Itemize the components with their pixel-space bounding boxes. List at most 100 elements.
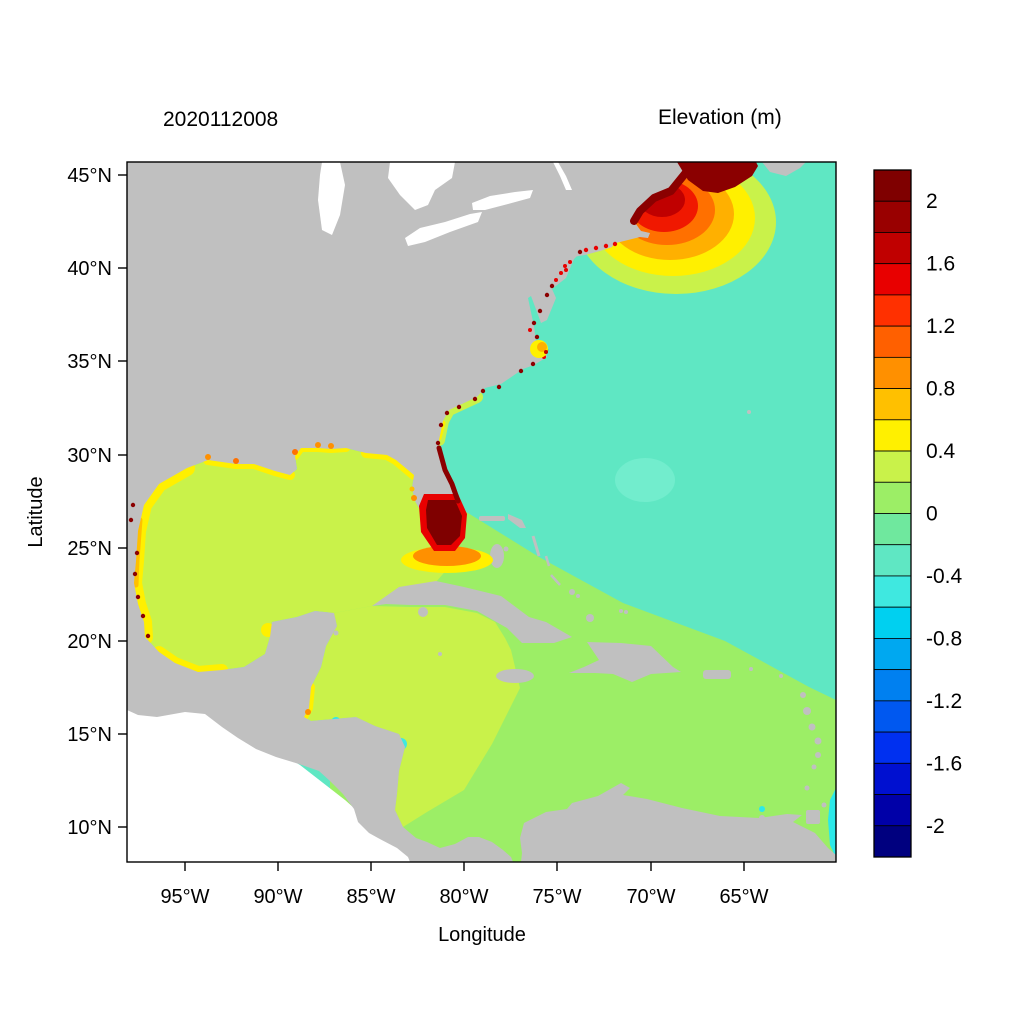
- cayman: [438, 652, 442, 656]
- y-tick: 40°N: [67, 258, 112, 280]
- map-plot: [127, 162, 836, 862]
- cb-tick: 2: [926, 190, 938, 213]
- colorbar-cell: [873, 794, 912, 827]
- colorbar-cell: [873, 200, 912, 233]
- cb-tick: -0.8: [926, 628, 962, 651]
- long-island-ny: [572, 243, 614, 257]
- colorbar: 2 1.6 1.2 0.8 0.4 0 -0.4 -0.8 -1.2 -1.6 …: [873, 169, 963, 858]
- pamlico-sound-spot: [530, 340, 548, 358]
- south-florida-surge: [401, 445, 493, 573]
- colorbar-cell: [873, 419, 912, 452]
- colorbar-cell: [873, 450, 912, 483]
- isle-of-youth: [418, 607, 428, 617]
- margarita: [759, 815, 765, 821]
- hispaniola-island: [569, 642, 681, 682]
- cb-tick: -1.2: [926, 690, 962, 713]
- cb-tick: 0: [926, 503, 938, 526]
- plot-border: [126, 161, 837, 863]
- colorbar-cell: [873, 294, 912, 327]
- st-lucia: [815, 752, 821, 758]
- x-tick: 85°W: [346, 886, 395, 908]
- y-tick: 15°N: [67, 724, 112, 746]
- colorbar-cell: [873, 169, 912, 202]
- maine-coast-surge-strip: [630, 166, 692, 225]
- lake-champlain: [553, 162, 572, 190]
- colorbar-cell: [873, 638, 912, 671]
- x-tick: 65°W: [719, 886, 768, 908]
- y-tick: 25°N: [67, 538, 112, 560]
- y-axis-title: Latitude: [25, 476, 47, 547]
- x-tick: 90°W: [253, 886, 302, 908]
- cb-tick: 1.2: [926, 315, 955, 338]
- figure-title-datetime: 2020112008: [163, 108, 278, 131]
- colorbar-cells: [873, 169, 912, 858]
- colorbar-cell: [873, 388, 912, 421]
- colorbar-cell: [873, 731, 912, 764]
- lake-erie: [405, 212, 482, 246]
- y-tick: 30°N: [67, 445, 112, 467]
- lake-ontario: [472, 190, 533, 210]
- cb-tick: -0.4: [926, 565, 963, 588]
- x-tick: 80°W: [439, 886, 488, 908]
- western-caribbean-region: [304, 606, 520, 827]
- surge-speckles-southeast-coast: [435, 249, 583, 446]
- surge-speckles-gulf-coast: [128, 442, 334, 715]
- colorbar-cell: [873, 544, 912, 577]
- abaco: [508, 514, 526, 528]
- lake-huron: [388, 162, 455, 210]
- guadeloupe: [803, 707, 811, 715]
- x-tick: 70°W: [626, 886, 675, 908]
- north-america-land: [127, 162, 690, 862]
- colorbar-cell: [873, 575, 912, 608]
- nova-scotia-land: [762, 162, 806, 176]
- gulf-of-mexico-region: [134, 448, 455, 672]
- colorbar-cell: [873, 700, 912, 733]
- caribbean-islands: [333, 243, 827, 824]
- y-tick: 10°N: [67, 817, 112, 839]
- puerto-rico-island: [703, 670, 731, 679]
- colorbar-cell: [873, 481, 912, 514]
- cb-tick: -2: [926, 815, 945, 838]
- acklins: [569, 589, 575, 595]
- andros: [490, 544, 504, 568]
- antigua: [800, 692, 806, 698]
- colorbar-tick-labels: 2 1.6 1.2 0.8 0.4 0 -0.4 -0.8 -1.2 -1.6 …: [926, 190, 963, 838]
- bay-of-fundy-surge: [677, 162, 758, 193]
- cb-tick: 0.4: [926, 440, 956, 463]
- long-island-bahamas: [550, 574, 561, 586]
- x-tick: 95°W: [160, 886, 209, 908]
- pacific-outside-domain: [127, 700, 420, 862]
- x-tick: 75°W: [532, 886, 581, 908]
- eleuthera: [531, 535, 541, 557]
- jamaica-island: [496, 669, 534, 683]
- bermuda: [747, 410, 751, 414]
- grenada: [804, 785, 810, 791]
- surge-speckles-midatlantic: [528, 241, 618, 359]
- turks-islands: [624, 610, 628, 614]
- cb-tick: 0.8: [926, 378, 955, 401]
- colorbar-cell: [873, 669, 912, 702]
- colorbar-border: [873, 169, 912, 858]
- cb-tick: -1.6: [926, 753, 962, 776]
- new-providence: [503, 546, 509, 552]
- y-tick: 45°N: [67, 165, 112, 187]
- colorbar-cell: [873, 762, 912, 795]
- colorbar-cell: [873, 513, 912, 546]
- y-axis-tick-labels: 45°N 40°N 35°N 30°N 25°N 20°N 15°N 10°N: [67, 165, 112, 839]
- atlantic-light-patch: [615, 458, 675, 502]
- colorbar-title: Elevation (m): [658, 106, 782, 129]
- cuba-island: [372, 581, 572, 643]
- x-axis-title: Longitude: [438, 924, 526, 946]
- dominica: [808, 723, 816, 731]
- great-lakes: [318, 162, 572, 246]
- colorbar-cell: [873, 325, 912, 358]
- trinidad-island: [806, 810, 820, 824]
- y-tick: 35°N: [67, 351, 112, 373]
- colorbar-cell: [873, 263, 912, 296]
- cb-tick: 1.6: [926, 253, 955, 276]
- axis-tick-marks: [118, 174, 745, 871]
- martinique: [814, 737, 822, 745]
- colorbar-cell: [873, 232, 912, 265]
- lake-michigan: [318, 162, 345, 235]
